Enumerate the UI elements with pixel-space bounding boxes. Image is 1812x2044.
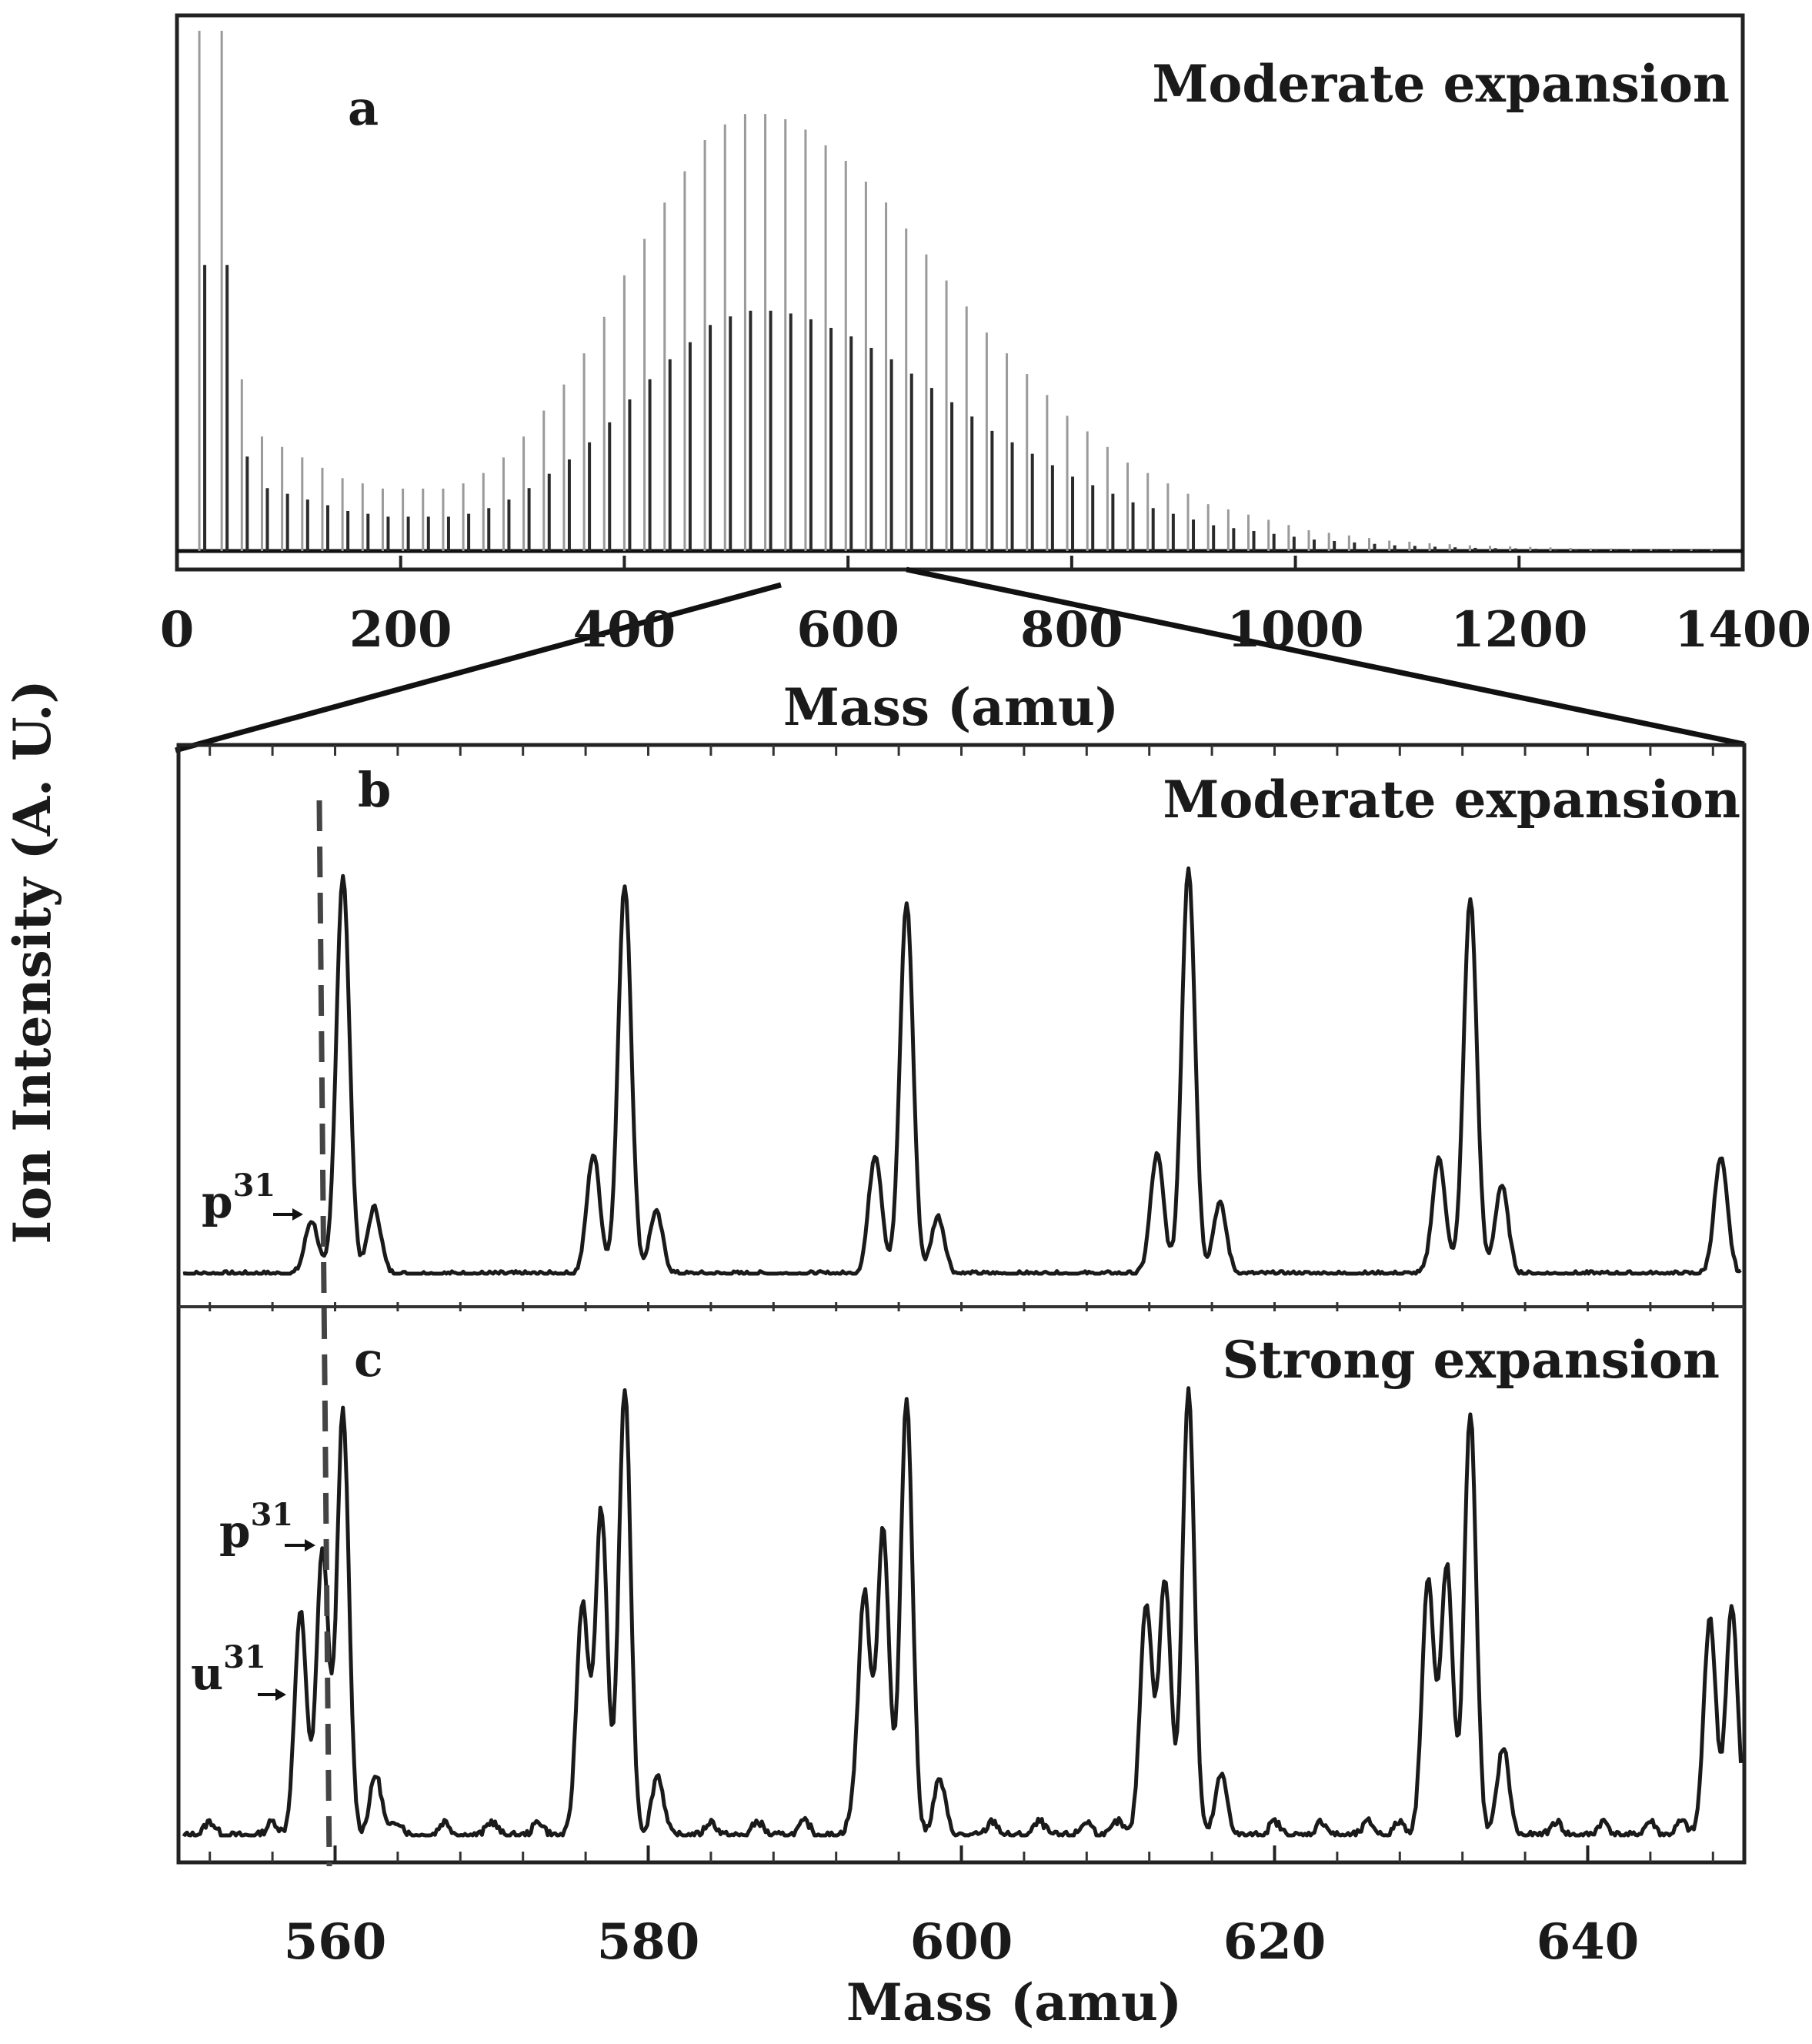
svg-text:p31: p31 bbox=[202, 1167, 275, 1228]
x-tick-label: 560 bbox=[284, 1913, 387, 1971]
x-tick-label: 1200 bbox=[1450, 601, 1587, 659]
x-tick-label: 400 bbox=[573, 601, 676, 659]
tick-labels: 0 200 400 600 800 1000 1200 1400 560 580 600 620 640 bbox=[160, 601, 1811, 1971]
panel-b-p31-marker: p31 bbox=[202, 1167, 303, 1228]
panel-a-bars bbox=[198, 31, 1719, 551]
y-axis-label: Ion Intensity (A. U.) bbox=[2, 680, 62, 1244]
panel-a: a Moderate expansion Mass (amu) bbox=[175, 13, 1745, 737]
panel-b: b Moderate expansion p31 bbox=[182, 745, 1742, 1311]
zoom-line-left bbox=[175, 582, 782, 753]
panel-a-title: Moderate expansion bbox=[1152, 54, 1730, 114]
panel-c-xlabel: Mass (amu) bbox=[846, 1972, 1182, 2032]
x-tick-label: 600 bbox=[910, 1913, 1013, 1971]
panel-c-u31-marker: u31 bbox=[191, 1639, 286, 1701]
x-tick-label: 1400 bbox=[1674, 601, 1811, 659]
reference-dashed-line bbox=[316, 800, 332, 1867]
panel-a-frame bbox=[175, 13, 1745, 572]
panel-c-title: Strong expansion bbox=[1222, 1330, 1720, 1390]
panel-c: c Strong expansion p31 u31 Mass (amu) bbox=[182, 1330, 1743, 2032]
panel-b-trace bbox=[182, 866, 1742, 1276]
zoom-line-right bbox=[906, 566, 1745, 747]
x-tick-label: 200 bbox=[349, 601, 452, 659]
svg-text:u31: u31 bbox=[191, 1639, 266, 1700]
x-tick-label: 580 bbox=[597, 1913, 700, 1971]
panel-c-trace bbox=[182, 1386, 1743, 1838]
panel-b-title: Moderate expansion bbox=[1163, 770, 1740, 830]
x-tick-label: 600 bbox=[796, 601, 899, 659]
x-tick-label: 640 bbox=[1537, 1913, 1640, 1971]
panel-c-ticks bbox=[209, 1845, 1714, 1862]
panel-c-p31-marker: p31 bbox=[219, 1497, 315, 1558]
x-tick-label: 800 bbox=[1020, 601, 1123, 659]
panel-a-ticks bbox=[175, 556, 1744, 569]
panel-a-xlabel: Mass (amu) bbox=[783, 677, 1119, 737]
x-tick-label: 1000 bbox=[1227, 601, 1364, 659]
panel-a-letter: a bbox=[348, 80, 379, 136]
panel-c-letter: c bbox=[354, 1331, 383, 1388]
panel-b-ticks bbox=[209, 745, 1714, 1311]
x-tick-label: 0 bbox=[160, 601, 195, 659]
panel-b-letter: b bbox=[358, 762, 391, 818]
x-tick-label: 620 bbox=[1223, 1913, 1326, 1971]
svg-text:p31: p31 bbox=[219, 1497, 293, 1558]
